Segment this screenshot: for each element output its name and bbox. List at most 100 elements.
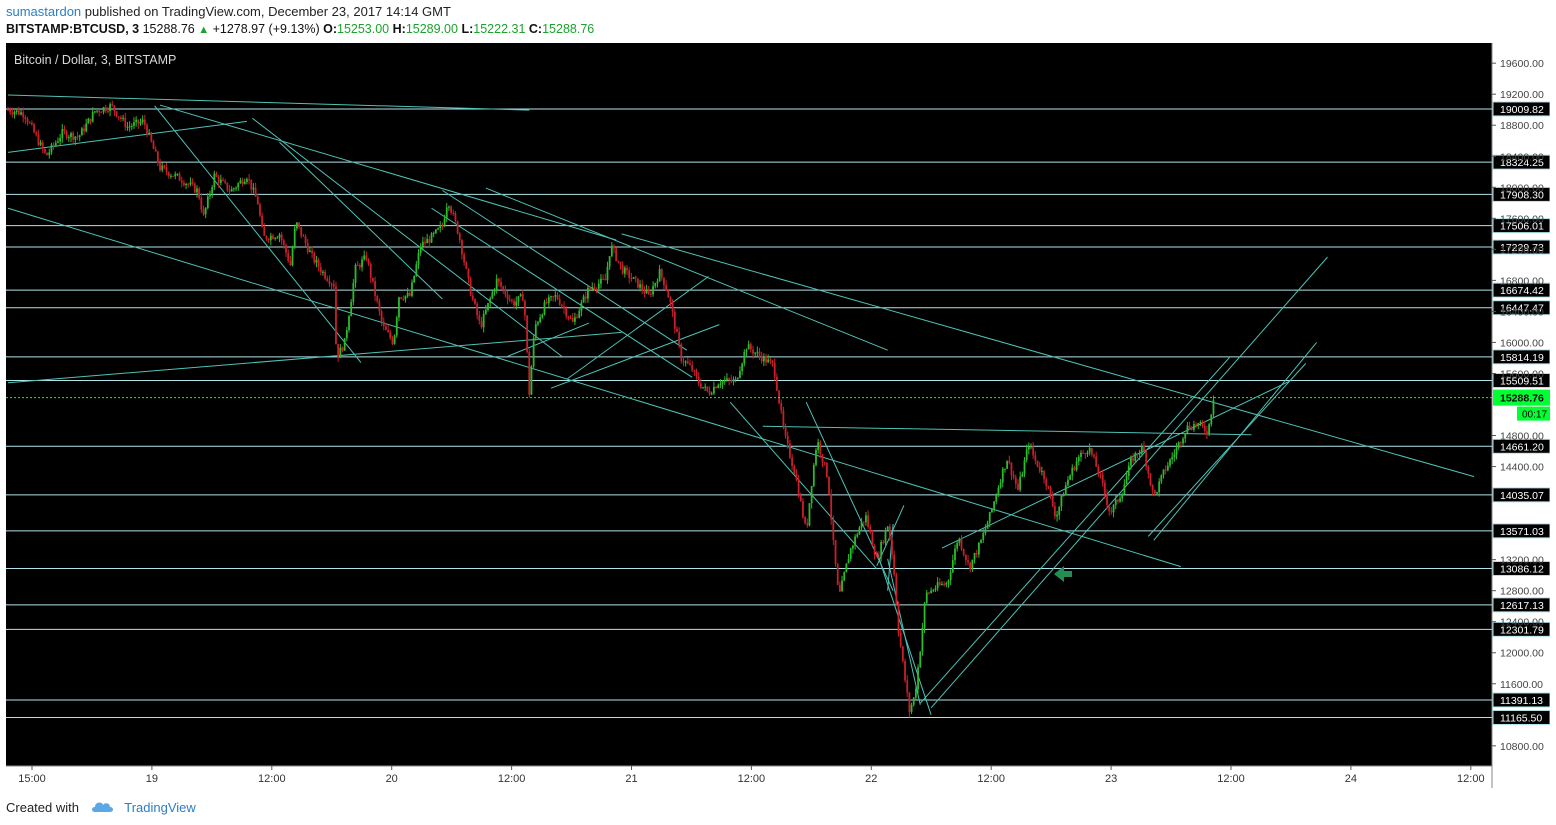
candle-up	[547, 297, 550, 304]
level-label: 18324.25	[1500, 157, 1544, 169]
candle-down	[180, 180, 183, 183]
candle-down	[626, 267, 628, 271]
candle-up	[352, 282, 355, 302]
ohlc-bar: BITSTAMP:BTCUSD, 3 15288.76 ▲ +1278.97 (…	[6, 22, 594, 36]
candle-up	[741, 363, 744, 372]
candle-up	[437, 228, 439, 230]
candle-up	[988, 511, 991, 523]
candle-down	[823, 462, 826, 464]
plot-background	[6, 43, 1492, 766]
candle-down	[782, 410, 785, 427]
tradingview-link[interactable]: TradingView	[124, 800, 196, 815]
candle-down	[1132, 458, 1134, 461]
candle-down	[962, 549, 965, 555]
candle-up	[847, 558, 850, 564]
price-chart[interactable]: 19009.82 18324.25 17908.30 17506.01 17229.73…	[6, 43, 1550, 788]
candle-up	[1182, 438, 1184, 444]
candle-down	[758, 351, 761, 356]
low-value: 15222.31	[473, 22, 526, 36]
candle-up	[1086, 452, 1089, 455]
candle-down	[83, 128, 85, 132]
candle-down	[708, 390, 711, 395]
candle-down	[619, 261, 622, 265]
candle-down	[689, 363, 691, 365]
candle-up	[745, 349, 748, 352]
candle-down	[335, 286, 337, 345]
candle-up	[597, 283, 600, 289]
candle-down	[461, 240, 463, 255]
candle-down	[46, 152, 48, 156]
level-label: 13086.12	[1500, 563, 1544, 575]
candle-up	[398, 297, 400, 318]
candle-down	[1143, 445, 1145, 452]
price-tick-label: 15600.00	[1500, 368, 1544, 380]
candle-down	[1051, 495, 1054, 507]
candle-down	[374, 281, 376, 296]
candle-down	[895, 574, 898, 604]
candle-down	[775, 376, 778, 391]
author-link[interactable]: sumastardon	[6, 4, 82, 19]
candle-down	[804, 517, 807, 524]
level-label: 17908.30	[1500, 189, 1544, 201]
time-tick-label: 12:00	[1457, 773, 1485, 785]
time-tick-label: 20	[386, 773, 398, 785]
candle-down	[146, 124, 148, 135]
candle-down	[454, 212, 457, 222]
candle-up	[1173, 454, 1176, 457]
time-axis[interactable]: 15:00 19 12:00 20 12:00 21 12:00 22 12:00 23 12:00…	[18, 766, 1485, 785]
candle-down	[567, 316, 570, 318]
trendline	[762, 425, 1252, 436]
candle-down	[111, 104, 114, 106]
candle-down	[825, 462, 828, 478]
chart-frame[interactable]: 19009.82 18324.25 17908.30 17506.01 17229.73…	[6, 43, 1550, 788]
candle-up	[852, 545, 854, 549]
price-axis[interactable]: 19009.82 18324.25 17908.30 17506.01 17229.73…	[1492, 58, 1550, 753]
candle-down	[760, 355, 763, 362]
candle-up	[723, 380, 726, 382]
candle-down	[172, 175, 174, 177]
candle-down	[634, 277, 637, 279]
candle-down	[282, 240, 285, 245]
time-tick-label: 15:00	[18, 773, 46, 785]
candle-down	[673, 311, 676, 329]
candle-up	[291, 247, 294, 266]
candle-up	[1184, 433, 1187, 439]
candle-down	[1054, 506, 1056, 517]
time-tick-label: 21	[625, 773, 637, 785]
level-label: 13571.03	[1500, 526, 1544, 538]
candle-down	[878, 556, 880, 558]
candle-up	[1175, 447, 1178, 455]
candle-down	[1038, 466, 1041, 472]
candle-down	[306, 243, 309, 252]
time-tick-label: 23	[1105, 773, 1117, 785]
candle-up	[174, 173, 177, 177]
candle-down	[280, 234, 283, 241]
candle-down	[200, 198, 203, 210]
candle-down	[441, 225, 444, 227]
candle-down	[513, 301, 515, 306]
candle-up	[1186, 425, 1189, 434]
candle-down	[1190, 429, 1193, 431]
candle-up	[128, 126, 131, 128]
candle-up	[20, 112, 22, 115]
level-label-box	[1492, 239, 1550, 255]
candle-up	[109, 104, 111, 112]
candle-down	[1043, 470, 1045, 480]
candle-down	[1014, 477, 1017, 484]
candle-down	[593, 287, 596, 289]
candle-up	[810, 486, 813, 504]
level-label: 17229.73	[1500, 242, 1544, 254]
candle-up	[912, 697, 915, 705]
candle-up	[445, 207, 448, 219]
level-label-box	[1492, 438, 1550, 454]
candle-up	[815, 450, 817, 465]
candle-down	[621, 264, 624, 274]
trendline	[729, 401, 878, 570]
trendline	[154, 105, 362, 363]
candle-down	[584, 296, 587, 299]
candle-down	[365, 255, 368, 260]
candle-down	[1179, 442, 1182, 444]
candle-down	[604, 278, 607, 281]
candle-up	[443, 218, 446, 227]
candle-down	[100, 112, 103, 114]
